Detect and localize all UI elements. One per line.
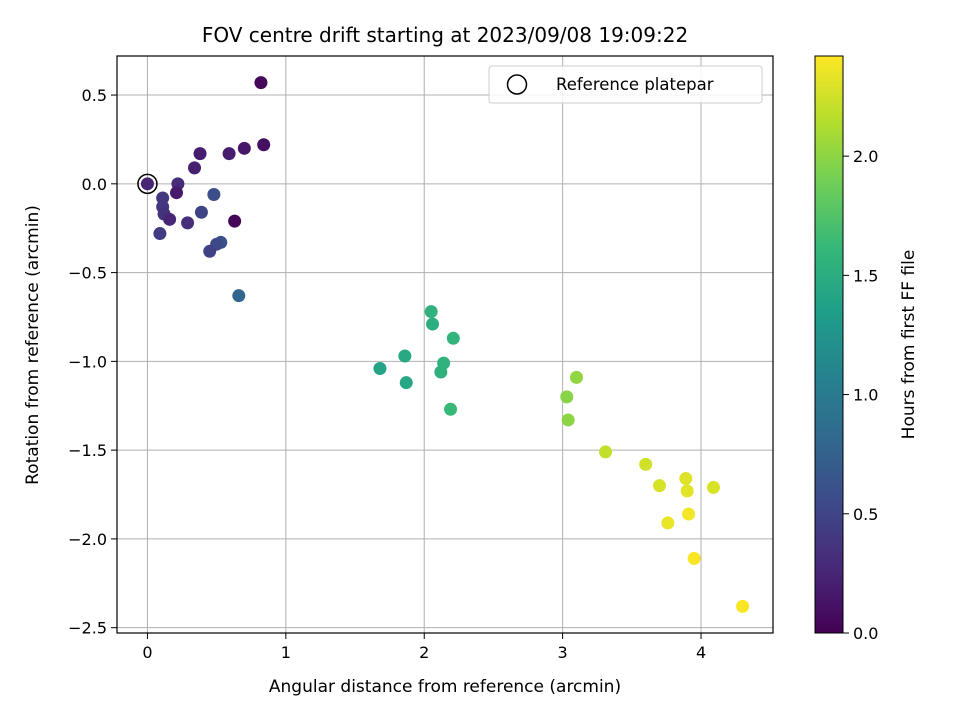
data-point [434,365,448,379]
legend: Reference platepar [488,65,763,104]
chart-title: FOV centre drift starting at 2023/09/08 … [202,23,688,47]
data-point [444,402,458,416]
data-point [653,479,667,493]
colorbar-ticks: 0.0 0.5 1.0 1.5 2.0 [843,147,878,643]
data-point [661,516,675,530]
y-axis-ticks: 0.5 0.0 −0.5 −1.0 −1.5 −2.0 −2.5 [68,86,117,638]
y-tick-label: 0.5 [82,86,107,105]
data-point [140,177,154,191]
data-points [140,76,750,613]
data-point [639,457,653,471]
data-point [446,331,460,345]
x-tick-label: 0 [142,643,152,662]
colorbar-tick-label: 1.5 [853,266,878,285]
data-point [373,361,387,375]
data-point [687,551,701,565]
colorbar-tick-label: 2.0 [853,147,878,166]
y-tick-label: −1.0 [68,352,107,371]
data-point [194,205,208,219]
colorbar-tick-label: 0.0 [853,624,878,643]
reference-platepar-marker [137,173,158,195]
data-point [237,141,251,155]
y-tick-label: −1.5 [68,441,107,460]
y-tick-label: −2.0 [68,530,107,549]
data-point [181,216,195,230]
y-axis-label: Rotation from reference (arcmin) [23,205,43,485]
x-tick-label: 2 [419,643,429,662]
x-axis-label: Angular distance from reference (arcmin) [269,677,621,697]
data-point [736,599,750,613]
data-point [561,413,575,427]
data-point [569,370,583,384]
legend-entry-reference-platepar: Reference platepar [556,75,714,94]
data-point [170,186,184,200]
data-point [232,289,246,303]
colorbar-tick-label: 0.5 [853,505,878,524]
data-point [682,507,696,521]
data-point [222,147,236,161]
data-point [257,138,271,152]
y-tick-label: −0.5 [68,264,107,283]
colorbar-tick-label: 1.0 [853,386,878,405]
colorbar-gradient [814,55,844,634]
legend-reference-marker [506,74,528,95]
data-point [203,244,217,258]
x-tick-label: 3 [558,643,568,662]
data-point [424,305,438,319]
data-point [207,187,221,201]
data-point [254,76,268,90]
data-point [163,212,177,226]
reference-marker-layer [137,173,158,195]
data-point [188,161,202,175]
data-point [426,317,440,331]
colorbar: 0.0 0.5 1.0 1.5 2.0 Hours from first FF file [814,55,919,643]
plot-area: 0 1 2 3 4 0.5 0.0 −0.5 −1.0 −1.5 −2.0 −2.5 [68,55,774,662]
data-point [398,349,412,363]
data-point [399,376,413,390]
data-point [228,214,242,228]
x-tick-label: 4 [696,643,706,662]
data-point [599,445,613,459]
x-axis-ticks: 0 1 2 3 4 [142,633,706,662]
legend-box [488,65,763,104]
colorbar-label: Hours from first FF file [899,250,919,440]
data-point [680,484,694,498]
data-point [193,147,207,161]
x-tick-label: 1 [281,643,291,662]
plot-frame [116,55,774,634]
y-tick-label: 0.0 [82,175,107,194]
data-point [679,472,693,486]
y-tick-label: −2.5 [68,619,107,638]
data-point [153,227,167,241]
data-point [560,390,574,404]
data-point [706,480,720,494]
plot-background [117,56,773,633]
